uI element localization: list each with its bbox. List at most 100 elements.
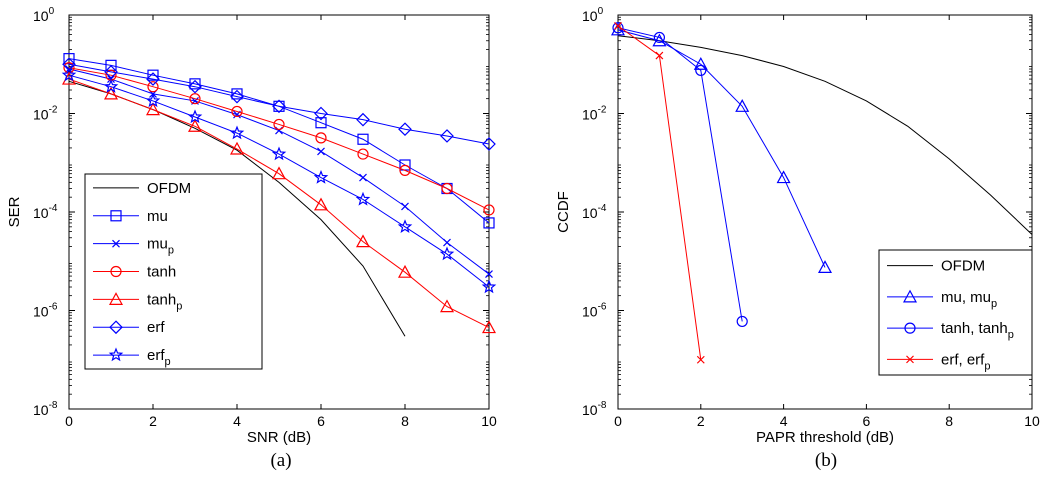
data-point — [145, 93, 161, 108]
legend-label: tanhp — [147, 291, 182, 312]
data-point — [187, 109, 203, 124]
data-point — [103, 79, 119, 93]
data-point — [614, 22, 622, 30]
x-tick-label: 2 — [149, 413, 157, 429]
panel-caption: (b) — [815, 450, 837, 471]
data-point — [481, 279, 497, 294]
series-line — [68, 74, 490, 288]
series-line — [617, 27, 743, 322]
series-ofdm — [617, 35, 1033, 235]
data-point — [696, 355, 705, 364]
data-point — [103, 86, 119, 100]
data-point — [272, 99, 286, 114]
data-point — [735, 99, 750, 112]
data-point — [439, 246, 455, 261]
legend-label: mu, mup — [941, 289, 997, 310]
data-point — [693, 56, 708, 70]
series-line — [617, 35, 1033, 235]
legend-marker — [906, 355, 914, 364]
series-tanh-p — [61, 71, 497, 334]
x-tick-label: 6 — [317, 413, 325, 429]
data-point — [315, 117, 327, 129]
data-point — [315, 132, 327, 144]
data-point — [439, 299, 455, 313]
legend-marker — [110, 210, 122, 222]
data-point — [231, 88, 243, 100]
data-point — [313, 169, 329, 184]
y-tick-label: 10-4 — [33, 203, 58, 221]
series-tanhtanh-p — [612, 22, 748, 328]
series-line — [68, 78, 490, 329]
data-point — [655, 51, 664, 60]
x-tick-label: 4 — [233, 413, 241, 429]
data-point — [485, 270, 493, 278]
x-tick-label: 8 — [945, 413, 953, 429]
data-point — [483, 204, 495, 216]
data-point — [188, 79, 202, 94]
legend-label: OFDM — [147, 180, 191, 197]
legend: OFDM mu, mup tanh, tanhp erf, erfp — [878, 249, 1033, 376]
legend-marker — [112, 239, 120, 248]
series-line — [617, 29, 826, 268]
series-erf — [62, 57, 496, 151]
data-point — [273, 100, 285, 112]
data-point — [440, 129, 454, 143]
data-point — [482, 137, 496, 151]
data-point — [230, 89, 244, 104]
data-point — [359, 173, 367, 182]
x-tick-label: 8 — [401, 413, 409, 429]
data-point — [355, 191, 371, 206]
y-tick-label: 100 — [33, 6, 55, 24]
legend-label: mu — [147, 208, 168, 225]
y-tick-label: 10-4 — [582, 203, 607, 221]
legend-marker — [110, 265, 122, 278]
x-tick-label: 0 — [614, 413, 622, 429]
data-point — [187, 119, 203, 132]
y-tick-label: 10-2 — [33, 105, 58, 123]
data-point — [189, 93, 201, 105]
series-erf-p — [61, 67, 497, 294]
legend-marker — [904, 322, 916, 334]
legend-label: erf — [147, 319, 165, 336]
legend-marker — [109, 320, 123, 335]
x-tick-label: 0 — [65, 413, 73, 429]
data-point — [397, 264, 413, 278]
legend-box — [878, 249, 1033, 376]
legend-marker — [108, 292, 124, 305]
legend-label: OFDM — [941, 258, 985, 275]
data-point — [357, 133, 369, 145]
legend: OFDM mu mup tanh tanhp erf erfp — [84, 173, 263, 370]
y-tick-label: 10-8 — [33, 400, 58, 418]
legend-marker — [108, 347, 124, 362]
y-tick-label: 10-2 — [582, 105, 607, 123]
y-axis-label: SER — [6, 196, 23, 227]
x-tick-label: 10 — [1024, 413, 1040, 429]
data-point — [145, 102, 161, 116]
data-point — [229, 125, 245, 140]
data-point — [147, 81, 159, 93]
chart-panel-a: 0 2 4 6 8 10 100 10-2 10-4 10-6 10-8 SNR (dB) SER (a)… — [6, 6, 497, 471]
data-point — [356, 112, 370, 127]
data-point — [653, 31, 666, 44]
y-tick-label: 10-6 — [582, 302, 607, 320]
data-point — [231, 105, 243, 118]
data-point — [736, 315, 748, 328]
data-point — [317, 147, 325, 156]
legend-marker — [902, 289, 918, 303]
data-point — [441, 182, 453, 195]
series-mumu-p — [610, 22, 833, 274]
data-point — [147, 69, 159, 81]
x-tick-label: 6 — [863, 413, 871, 429]
data-point — [229, 141, 245, 155]
data-point — [61, 67, 77, 82]
x-tick-label: 2 — [697, 413, 705, 429]
series-line — [68, 63, 490, 145]
x-axis-label: PAPR threshold (dB) — [756, 429, 894, 446]
data-point — [483, 217, 495, 229]
data-point — [481, 320, 497, 334]
x-tick-label: 4 — [780, 413, 788, 429]
data-point — [314, 106, 328, 121]
data-point — [273, 118, 285, 131]
data-point — [271, 166, 287, 180]
